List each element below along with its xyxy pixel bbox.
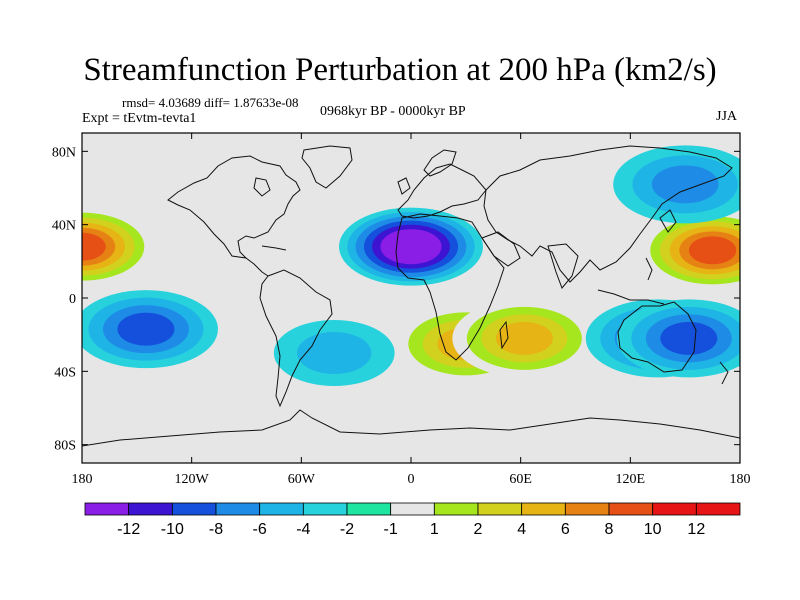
stats-label: rmsd= 4.03689 diff= 1.87633e-08 bbox=[122, 95, 299, 110]
colorbar-box bbox=[477, 502, 523, 516]
colorbar-label: -8 bbox=[209, 521, 223, 538]
colorbar-box bbox=[215, 502, 261, 516]
coast-asia bbox=[483, 145, 733, 283]
coast-india bbox=[547, 243, 579, 289]
colorbar-box bbox=[564, 502, 610, 516]
coast-greenland bbox=[301, 145, 353, 189]
colorbar-box bbox=[390, 502, 435, 516]
period-label: 0968kyr BP - 0000kyr BP bbox=[320, 104, 466, 119]
field-feature-south-indian-ocean-maximum bbox=[452, 299, 597, 378]
colorbar-label: -1 bbox=[384, 521, 398, 538]
season-label: JJA bbox=[716, 109, 738, 124]
y-tick-label: 80S bbox=[54, 439, 76, 454]
field-contour bbox=[117, 312, 175, 346]
x-tick-label: 60E bbox=[509, 472, 532, 487]
colorbar-label: -6 bbox=[253, 521, 267, 538]
colorbar-box bbox=[521, 502, 566, 516]
colorbar-label: -12 bbox=[117, 521, 140, 538]
colorbar-box bbox=[259, 502, 304, 516]
y-tick-label: 0 bbox=[69, 292, 76, 307]
x-tick-label: 180 bbox=[72, 472, 93, 487]
coast-new-zealand bbox=[719, 361, 729, 385]
colorbar-label: 12 bbox=[687, 521, 705, 538]
field-feature-east-pacific-maximum bbox=[82, 207, 154, 286]
colorbar-box bbox=[84, 502, 130, 516]
coast-indonesia bbox=[597, 289, 665, 305]
coast-antarctica bbox=[82, 409, 740, 447]
coast-south-america bbox=[259, 269, 333, 408]
x-tick-label: 0 bbox=[408, 472, 415, 487]
coast-hudson-bay bbox=[253, 177, 271, 197]
coastlines bbox=[82, 145, 740, 447]
colorbar-label: 2 bbox=[474, 521, 483, 538]
colorbar-box bbox=[128, 502, 173, 516]
field-feature-west-pacific-maximum bbox=[640, 211, 740, 290]
coast-caribbean bbox=[261, 245, 287, 251]
y-tick-label: 40S bbox=[54, 365, 76, 380]
coast-australia bbox=[617, 301, 697, 373]
colorbar-box bbox=[346, 502, 392, 516]
colorbar-box bbox=[171, 502, 217, 516]
x-tick-label: 180 bbox=[730, 472, 751, 487]
coast-philippines bbox=[645, 257, 653, 281]
x-tick-label: 120W bbox=[175, 472, 210, 487]
colorbar-label: 4 bbox=[517, 521, 526, 538]
colorbar-label: 6 bbox=[561, 521, 570, 538]
field-feature-siberia-minimum bbox=[613, 145, 740, 224]
colorbar-box bbox=[302, 502, 348, 516]
field-contour bbox=[688, 236, 737, 265]
field-contour bbox=[82, 232, 106, 261]
y-tick-label: 40N bbox=[52, 219, 76, 234]
field-contour bbox=[297, 332, 372, 374]
coast-central-america bbox=[245, 257, 269, 277]
field-contour bbox=[495, 321, 553, 355]
field-feature-north-atlantic-africa-minimum bbox=[339, 207, 483, 286]
coast-arabia bbox=[481, 231, 521, 267]
coast-madagascar bbox=[499, 320, 509, 350]
field-feature-south-atlantic-minimum bbox=[273, 320, 395, 386]
colorbar-label: 8 bbox=[605, 521, 614, 538]
x-tick-label: 60W bbox=[288, 472, 316, 487]
coast-japan bbox=[659, 209, 677, 233]
colorbar-box bbox=[652, 502, 697, 516]
colorbar: -12 -10 -8 -6 -4 -2 -1 1 2 4 6 8 10 12 bbox=[84, 502, 741, 538]
field-feature-south-pacific-minimum bbox=[82, 290, 218, 369]
experiment-label: Expt = tEvtm-tevta1 bbox=[82, 111, 197, 126]
chart-title: Streamfunction Perturbation at 200 hPa (… bbox=[83, 52, 717, 88]
colorbar-label: -4 bbox=[296, 521, 310, 538]
colorbar-box bbox=[433, 502, 479, 516]
y-tick-label: 80N bbox=[52, 145, 76, 160]
field-contour bbox=[660, 321, 718, 355]
field-feature-mid-pacific-minimum bbox=[616, 299, 740, 378]
colorbar-label: 1 bbox=[430, 521, 439, 538]
streamfunction-field bbox=[82, 133, 740, 463]
field-contour bbox=[651, 165, 719, 204]
colorbar-box bbox=[608, 502, 654, 516]
coast-africa bbox=[395, 213, 505, 361]
colorbar-label: -2 bbox=[340, 521, 354, 538]
map-axes: 80N 40N 0 40S 80S 180 120W 60W 0 60E 120E 180 bbox=[52, 133, 751, 487]
colorbar-label: 10 bbox=[644, 521, 662, 538]
colorbar-box bbox=[695, 502, 741, 516]
coast-scandinavia bbox=[423, 149, 457, 177]
coast-british-isles bbox=[397, 177, 411, 195]
field-contour bbox=[388, 233, 434, 260]
x-tick-label: 120E bbox=[616, 472, 646, 487]
coast-north-america bbox=[167, 155, 301, 259]
colorbar-label: -10 bbox=[161, 521, 184, 538]
